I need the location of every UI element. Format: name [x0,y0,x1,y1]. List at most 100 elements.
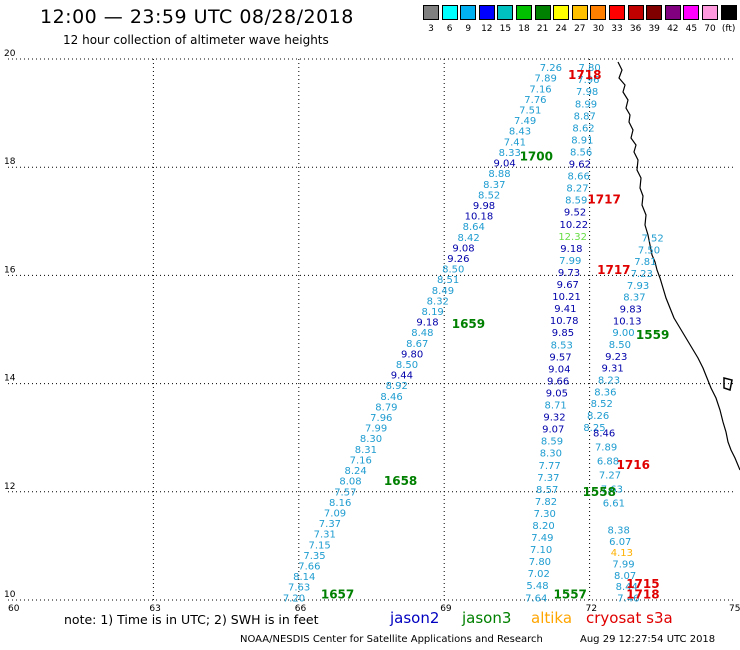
colorbar-label: 33 [611,24,623,34]
pass-time-label: 1718 [626,588,659,602]
wave-height-value: 7.76 [524,95,546,106]
wave-height-value: 10.18 [465,212,494,223]
colorbar-swatch [609,5,625,20]
wave-height-value: 9.26 [447,254,469,265]
wave-height-value: 8.48 [411,328,433,339]
altimeter-tracks: 7.267.897.167.767.517.498.437.418.339.04… [283,63,664,604]
pass-time-label: 1715 [626,577,659,591]
wave-height-value: 7.49 [531,533,553,544]
wave-height-value: 7.80 [529,557,551,568]
wave-height-value: 6.61 [603,499,625,510]
wave-height-value: 9.00 [612,328,634,339]
wave-height-value: 10.21 [552,292,581,303]
wave-height-value: 9.83 [620,305,642,316]
wave-height-value: 7.99 [365,424,387,435]
wave-height-value: 7.16 [529,84,551,95]
wave-height-value: 5.48 [526,581,548,592]
colorbar-label: 39 [648,24,660,34]
x-tick-label: 75 [729,604,740,614]
pass-time-label: 1716 [617,458,650,472]
wave-height-value: 8.36 [594,387,616,398]
wave-height-value: 7.99 [612,559,634,570]
pass-time-label: 1658 [384,474,417,488]
colorbar-label: 45 [685,24,698,34]
wave-height-value: 7.89 [535,74,557,85]
wave-height-value: 8.88 [488,169,510,180]
wave-height-value: 7.37 [537,473,559,484]
pass-time-label: 1558 [583,485,616,499]
colorbar-label: 36 [629,24,642,34]
wave-height-value: 9.73 [558,268,580,279]
legend-jason3: jason3 [462,609,512,627]
wave-height-value: 8.25 [583,423,605,434]
wave-height-value: 7.52 [641,234,663,245]
wave-height-value: 7.81 [634,257,656,268]
colorbar-swatch [627,5,644,20]
colorbar-label: 6 [446,24,453,34]
wave-height-value: 7.96 [577,75,599,86]
wave-height-value: 8.64 [463,222,485,233]
legend-jason2: jason2 [390,609,440,627]
wave-height-value: 8.56 [570,147,592,158]
pass-time-labels: 1718 1700 1717 1717 1659 1559 1716 1658 1558 1657… [321,68,669,601]
wave-height-value: 8.08 [339,477,361,488]
colorbar-swatch [571,5,588,20]
wave-height-value: 8.92 [386,381,408,392]
wave-height-value: 7.80 [578,63,600,74]
y-tick-label: 20 [4,49,16,59]
wave-height-value: 9.23 [605,352,627,363]
wave-height-value: 8.32 [427,296,449,307]
colorbar-label: 70 [704,24,716,34]
x-tick-label: 60 [8,604,20,614]
wave-height-value: 8.99 [575,99,597,110]
pass-time-label: 1557 [554,588,587,602]
wave-height-value: 7.37 [319,519,341,530]
wave-height-value: 8.91 [571,135,593,146]
colorbar-swatch [702,5,718,20]
wave-height-value: 9.41 [554,304,576,315]
wave-height-value: 7.64 [525,593,547,604]
wave-height-value: 7.57 [334,487,356,498]
colorbar-label: 9 [465,24,472,34]
wave-height-value: 8.33 [499,148,521,159]
wave-height-value: 7.41 [504,137,526,148]
pass-time-label: 1717 [587,193,620,207]
wave-height-value: 7.09 [324,508,346,519]
wave-height-value: 8.44 [616,582,638,593]
wave-height-value: 7.93 [627,281,649,292]
wave-height-value: 7.63 [601,485,623,496]
wave-height-value: 8.87 [574,111,596,122]
colorbar-swatch [664,5,681,20]
wave-height-value: 7.23 [631,269,653,280]
wave-height-value: 8.59 [541,437,563,448]
colorbar-label: 15 [499,24,512,34]
pass-time-label: 1559 [636,328,669,342]
wave-height-value: 9.57 [549,352,571,363]
wave-height-value: 9.67 [557,280,579,291]
wave-height-value: 8.67 [406,339,428,350]
wave-height-value: 8.37 [623,293,645,304]
wave-height-value: 7.30 [534,509,556,520]
colorbar-swatch [497,5,514,20]
wave-height-value: 9.08 [452,243,474,254]
map-title: 12:00 — 23:59 UTC 08/28/2018 [40,6,354,28]
wave-height-value: 7.89 [595,442,617,453]
wave-height-value: 8.14 [293,572,315,583]
wave-height-value: 9.04 [493,159,515,170]
colorbar-label: 21 [536,24,549,34]
y-tick-label: 18 [4,157,16,167]
wave-height-value: 8.20 [532,521,554,532]
wave-height-value: 8.30 [360,434,382,445]
wave-height-value: 7.96 [370,413,392,424]
wave-height-value: 8.50 [609,340,631,351]
pass-time-label: 1700 [520,149,553,163]
wave-height-value: 10.13 [613,316,642,327]
wave-height-value: 10.22 [560,220,589,231]
wave-height-value: 9.31 [601,364,623,375]
wave-height-value: 7.16 [350,455,372,466]
legend-altika: altika [531,609,573,627]
wave-height-value: 8.62 [572,123,594,134]
colorbar-swatch [553,5,570,20]
wave-height-value: 9.18 [416,318,438,329]
